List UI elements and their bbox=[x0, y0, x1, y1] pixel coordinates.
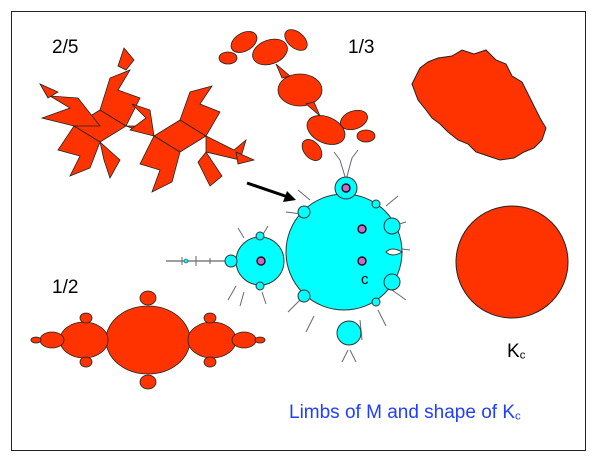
julia-set-blob bbox=[411, 49, 547, 161]
black-arrow-icon bbox=[246, 181, 296, 202]
label-two-fifths: 2/5 bbox=[52, 37, 79, 58]
label-kc-main: K bbox=[507, 341, 520, 362]
label-one-half: 1/2 bbox=[52, 277, 79, 298]
label-kc-subscript: c bbox=[519, 349, 526, 362]
julia-set-1-3 bbox=[218, 29, 376, 161]
label-one-third: 1/3 bbox=[348, 37, 375, 58]
julia-set-1-2 bbox=[30, 290, 266, 390]
slide-title-subscript: c bbox=[515, 410, 521, 423]
julia-set-2-5 bbox=[39, 47, 256, 193]
mandelbrot-set bbox=[166, 149, 411, 363]
slide-title: Limbs of M and shape of Kc bbox=[289, 402, 521, 424]
slide-title-text: Limbs of M and shape of K bbox=[289, 402, 516, 423]
label-c-point: c bbox=[361, 271, 369, 288]
label-kc: Kc bbox=[507, 342, 525, 362]
marker-points bbox=[256, 183, 367, 266]
kc-disk bbox=[455, 205, 569, 319]
